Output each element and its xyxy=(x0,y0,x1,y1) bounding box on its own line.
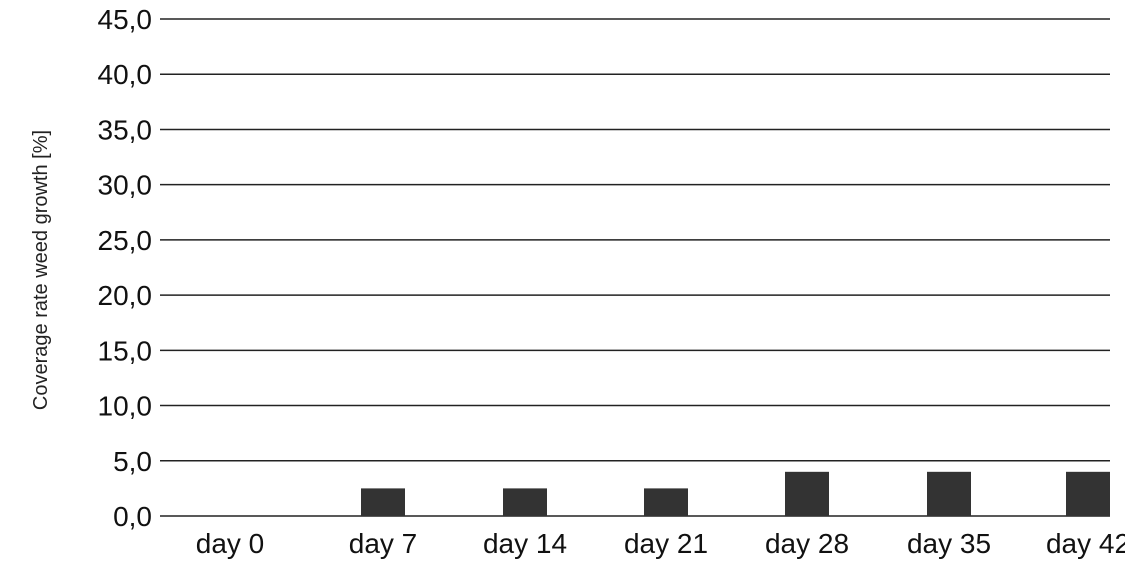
bar-day-7 xyxy=(361,488,405,516)
bar-day-35 xyxy=(927,472,971,516)
y-tick-label: 20,0 xyxy=(98,280,153,311)
y-tick-label: 10,0 xyxy=(98,391,153,422)
x-tick-label: day 21 xyxy=(624,528,708,559)
y-tick-label: 0,0 xyxy=(113,501,152,532)
x-tick-label: day 42 xyxy=(1046,528,1125,559)
x-tick-labels: day 0 day 7 day 14 day 21 day 28 day 35 day 42 xyxy=(196,528,1125,559)
y-tick-label: 5,0 xyxy=(113,446,152,477)
gridlines xyxy=(160,19,1110,516)
bar-day-42 xyxy=(1066,472,1110,516)
x-tick-label: day 7 xyxy=(349,528,418,559)
y-tick-label: 35,0 xyxy=(98,114,153,145)
y-tick-label: 25,0 xyxy=(98,225,153,256)
bar-day-28 xyxy=(785,472,829,516)
x-tick-label: day 28 xyxy=(765,528,849,559)
bar-day-21 xyxy=(644,488,688,516)
y-tick-label: 30,0 xyxy=(98,170,153,201)
bars xyxy=(361,472,1110,516)
y-tick-label: 15,0 xyxy=(98,335,153,366)
y-tick-labels: 0,0 5,0 10,0 15,0 20,0 25,0 30,0 35,0 40,0 45,0 xyxy=(98,4,153,532)
bar-day-14 xyxy=(503,488,547,516)
x-tick-label: day 14 xyxy=(483,528,567,559)
y-tick-label: 40,0 xyxy=(98,59,153,90)
y-tick-label: 45,0 xyxy=(98,4,153,35)
x-tick-label: day 35 xyxy=(907,528,991,559)
x-tick-label: day 0 xyxy=(196,528,265,559)
y-axis-title: Coverage rate weed growth [%] xyxy=(30,130,52,410)
